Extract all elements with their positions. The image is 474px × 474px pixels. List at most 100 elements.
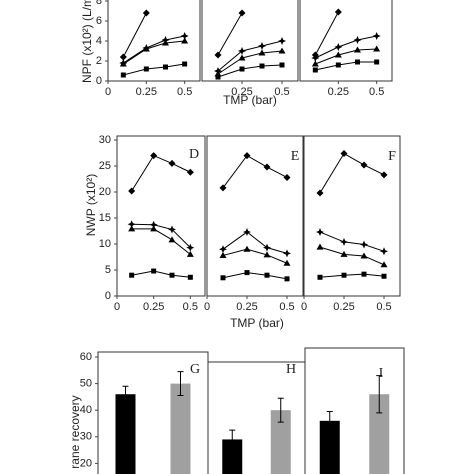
marker (278, 47, 286, 54)
marker (243, 152, 251, 160)
y-tick-label: 60 (80, 351, 92, 363)
marker (334, 51, 342, 58)
error-bar (376, 375, 383, 414)
y-tick-label: 8 (96, 0, 102, 7)
marker (334, 8, 342, 16)
marker (380, 171, 388, 179)
marker (128, 225, 136, 232)
marker (168, 236, 176, 243)
marker (238, 54, 246, 61)
series-line (319, 231, 385, 252)
panel-frame (107, 0, 201, 82)
marker (283, 173, 291, 181)
marker (380, 247, 388, 256)
bar (115, 394, 136, 474)
x-tick-label: 0.5 (183, 301, 198, 313)
marker (381, 273, 387, 279)
marker (317, 274, 323, 280)
y-axis-label: NPF (x10²) (L/m (80, 0, 94, 83)
series-line (222, 272, 288, 280)
marker (354, 46, 361, 53)
series-line (319, 273, 385, 278)
marker (341, 272, 347, 278)
marker (186, 250, 194, 257)
marker (142, 9, 150, 17)
y-tick-label: 25 (99, 160, 111, 172)
panel-frame (116, 135, 206, 297)
marker (219, 251, 227, 258)
marker (168, 159, 176, 167)
x-tick-label: 0.5 (274, 86, 289, 98)
marker (150, 152, 158, 160)
x-tick-label: 0.25 (143, 301, 164, 313)
x-tick-label: 0.25 (236, 301, 257, 313)
series-line (131, 270, 191, 278)
marker (142, 45, 150, 52)
marker (150, 225, 158, 232)
panel-label: D (189, 147, 199, 162)
y-tick-label: 20 (99, 186, 111, 198)
marker (372, 32, 381, 40)
marker (284, 276, 290, 282)
marker (316, 228, 324, 237)
y-tick-label: 10 (99, 238, 111, 250)
panel-frame (304, 347, 405, 474)
marker (340, 250, 348, 257)
bar (270, 410, 291, 474)
panel-label: E (291, 149, 300, 164)
series-line (217, 50, 283, 75)
panel-label: I (379, 366, 384, 381)
marker (119, 53, 127, 61)
x-tick-label: 0.25 (328, 86, 349, 98)
marker (143, 66, 149, 72)
marker (264, 272, 270, 278)
x-axis-label: TMP (bar) (223, 93, 277, 107)
y-tick-label: 5 (105, 264, 111, 276)
marker (214, 51, 222, 59)
marker (374, 59, 380, 65)
series-line (222, 154, 288, 189)
x-tick-label: 0.25 (136, 86, 157, 98)
marker (243, 245, 251, 252)
bar (369, 394, 390, 474)
panel-label: G (190, 362, 200, 377)
y-tick-label: 15 (99, 212, 111, 224)
series-line (131, 154, 191, 192)
marker (219, 245, 227, 254)
panel-frame (201, 0, 299, 82)
series-line (319, 246, 385, 266)
marker (340, 150, 348, 158)
marker (219, 184, 227, 192)
marker (239, 66, 245, 72)
marker (120, 72, 126, 78)
x-tick-label: 0.5 (279, 301, 294, 313)
bar (170, 383, 191, 474)
marker (186, 243, 195, 252)
panel-label: F (388, 149, 396, 164)
y-tick-label: 40 (80, 404, 92, 416)
marker (278, 37, 286, 45)
marker (312, 67, 318, 73)
marker (220, 275, 226, 281)
y-tick-label: 30 (99, 134, 111, 146)
marker (263, 251, 271, 258)
panel-frame (303, 135, 401, 297)
panel-label: H (286, 362, 296, 377)
error-bar (122, 385, 129, 403)
marker (181, 37, 189, 44)
series-line (131, 228, 191, 255)
marker (283, 249, 291, 258)
series-line (314, 11, 339, 56)
marker (353, 36, 362, 44)
x-tick-label: 0 (114, 301, 120, 313)
series-line (315, 35, 377, 59)
x-tick-label: 0.5 (177, 86, 192, 98)
series-line (123, 35, 185, 64)
marker (151, 268, 157, 274)
marker (334, 43, 343, 51)
marker (244, 270, 250, 276)
y-axis-label: NWP (x10²) (84, 174, 98, 236)
marker (311, 60, 319, 67)
marker (316, 243, 324, 250)
marker (186, 168, 194, 176)
